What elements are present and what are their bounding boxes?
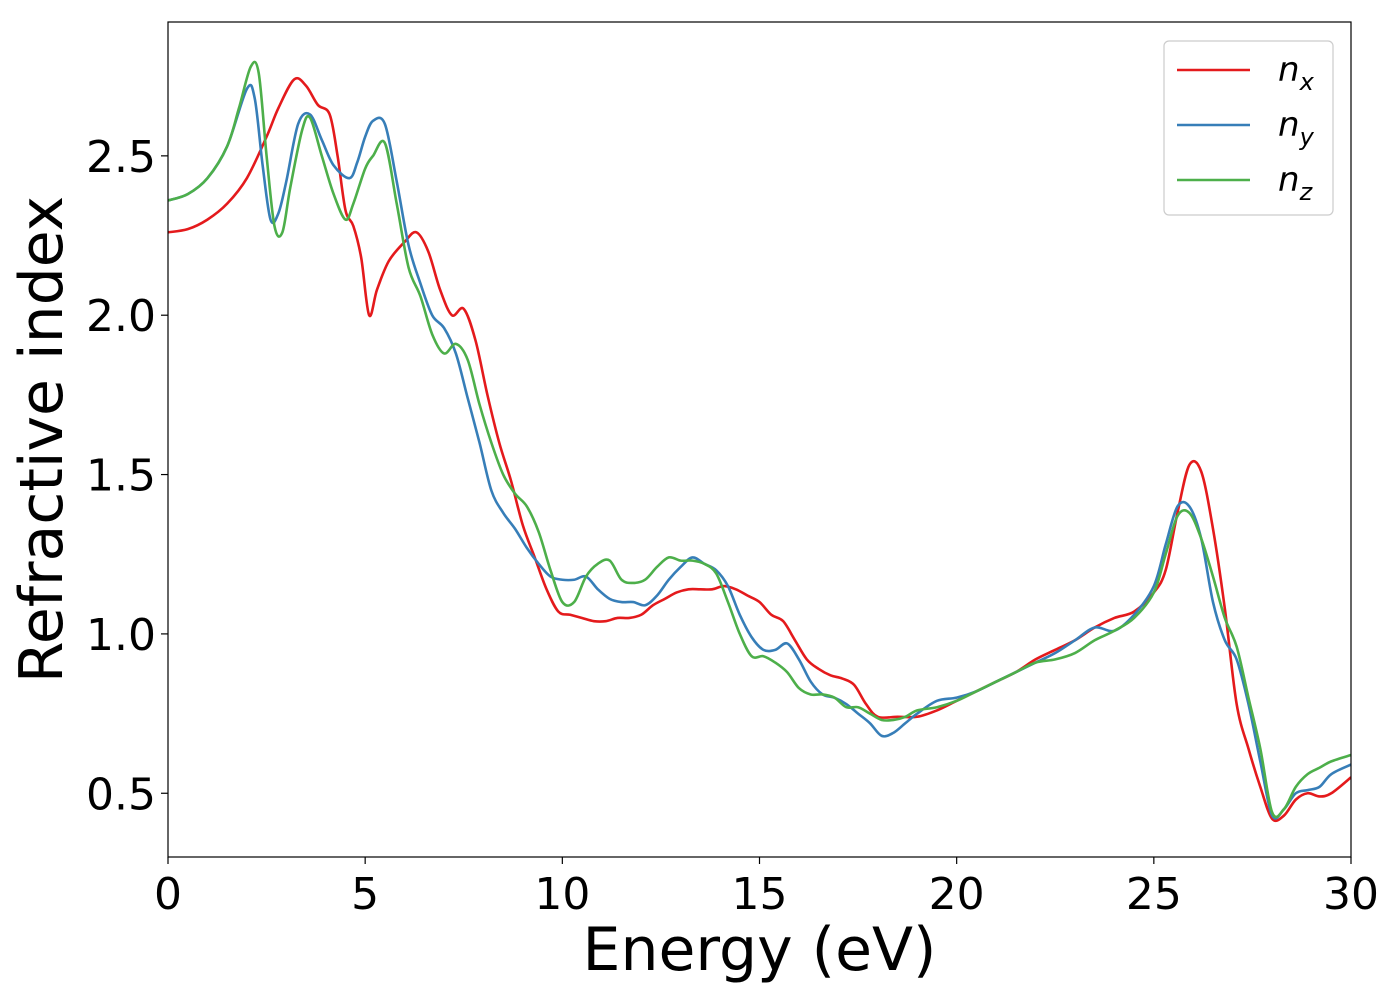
x-tick-label: 5 [351,869,379,920]
x-tick-label: 30 [1323,869,1379,920]
x-tick-label: 20 [929,869,985,920]
legend-label-subscript: y [1299,123,1315,151]
x-tick-label: 10 [534,869,590,920]
y-tick-label: 0.5 [86,769,156,820]
x-tick-label: 25 [1126,869,1182,920]
y-tick-label: 2.0 [86,291,156,342]
series-line-x [168,76,1351,823]
x-tick-label: 0 [154,869,182,920]
y-tick-label: 1.5 [86,451,156,502]
legend-label-base: n [1278,105,1300,145]
x-axis-label: Energy (eV) [583,915,937,985]
legend-label-subscript: z [1299,178,1314,206]
legend-label-x: nx [1278,50,1315,96]
legend-label-z: nz [1278,160,1314,206]
legend-label-base: n [1278,160,1300,200]
series-line-z [168,60,1351,819]
y-axis-label: Refractive index [7,196,77,683]
x-tick-label: 15 [732,869,788,920]
y-tick-label: 1.0 [86,610,156,661]
y-axis: 0.5 1.0 1.5 2.0 2.5 [86,132,168,820]
legend-box [1163,40,1334,216]
plot-area [168,22,1351,857]
legend-label-base: n [1278,50,1300,90]
x-axis: 0 5 10 15 20 25 30 [154,857,1379,920]
legend-label-y: ny [1278,105,1315,151]
y-tick-label: 2.5 [86,132,156,183]
legend-label-subscript: x [1299,68,1315,96]
series-group [168,60,1351,823]
series-layer [168,60,1351,823]
